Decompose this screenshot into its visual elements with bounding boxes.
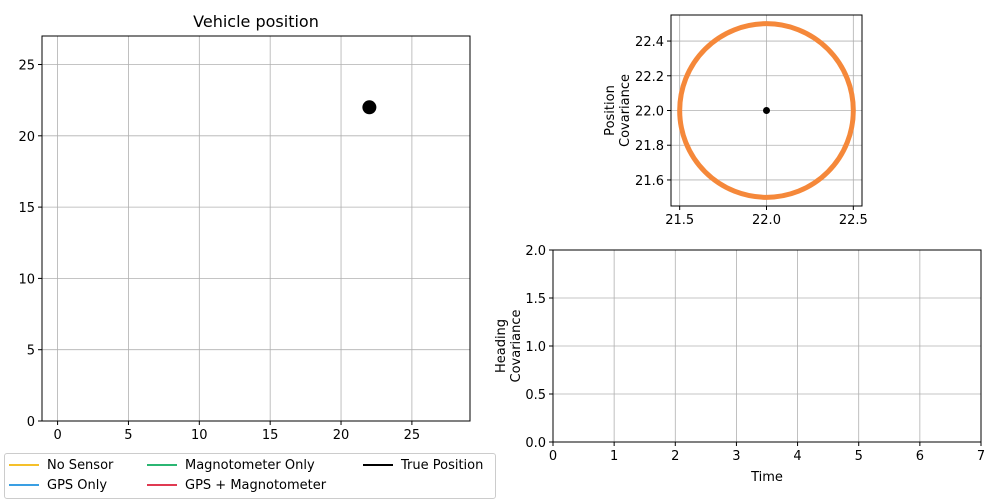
legend-label: GPS + Magnotometer (185, 477, 327, 493)
y-tick-label: 5 (27, 344, 35, 359)
x-tick-label: 5 (855, 449, 863, 464)
y-tick-label: 15 (18, 201, 35, 216)
x-tick-label: 2 (671, 449, 679, 464)
x-tick-label: 22.5 (839, 213, 868, 228)
x-tick-label: 10 (191, 428, 208, 443)
legend-swatch (147, 464, 177, 466)
legend-label: True Position (401, 457, 484, 473)
y-tick-label: 0.5 (525, 388, 546, 403)
axes-frame (41, 35, 471, 422)
covariance-center-point (763, 107, 770, 114)
legend-label: Magnotometer Only (185, 457, 315, 473)
legend-entry-gps-only: GPS Only (9, 476, 107, 494)
y-tick-label: 22.4 (635, 35, 664, 50)
y-tick-label: 21.6 (635, 174, 664, 189)
x-tick-label: 7 (977, 449, 985, 464)
x-tick-label: 20 (333, 428, 350, 443)
legend-swatch (9, 484, 39, 486)
y-axis-label-line: Covariance (618, 74, 633, 147)
y-tick-label: 2.0 (525, 244, 546, 259)
legend-swatch (363, 464, 393, 466)
legend-swatch (9, 464, 39, 466)
vehicle-position-point (362, 100, 377, 115)
y-axis-label: PositionCovariance (603, 74, 633, 147)
legend-label: No Sensor (47, 457, 114, 473)
y-tick-label: 1.5 (525, 292, 546, 307)
y-axis-label-line: Covariance (509, 310, 524, 383)
y-axis-label-line: Heading (494, 319, 509, 373)
position-covariance-axes: 21.5 22.0 22.5 21.6 21.8 22.0 22.2 22.4 Position… (603, 14, 868, 228)
covariance-ellipse (677, 21, 856, 200)
y-tick-label: 10 (18, 272, 35, 287)
axes-frame (552, 249, 982, 443)
x-tick-label: 6 (916, 449, 924, 464)
x-tick-label: 1 (610, 449, 618, 464)
x-tick-label: 0 (53, 428, 61, 443)
y-axis-label: HeadingCovariance (494, 310, 524, 383)
chart-title: Vehicle position (193, 12, 319, 31)
y-tick-label: 21.8 (635, 139, 664, 154)
y-tick-label: 25 (18, 59, 35, 74)
x-tick-label: 15 (262, 428, 279, 443)
legend: No Sensor GPS Only Magnotometer Only GPS… (4, 453, 496, 499)
y-axis-label-line: Position (603, 85, 618, 136)
legend-entry-magnotometer-only: Magnotometer Only (147, 456, 315, 474)
y-tick-label: 0 (27, 415, 35, 430)
y-tick-label: 20 (18, 130, 35, 145)
legend-entry-gps-magnotometer: GPS + Magnotometer (147, 476, 326, 494)
axes-frame (670, 14, 863, 207)
x-axis-label: Time (750, 470, 783, 485)
y-tick-label: 0.0 (525, 436, 546, 451)
x-tick-label: 0 (549, 449, 557, 464)
x-tick-label: 4 (793, 449, 801, 464)
legend-swatch (147, 484, 177, 486)
y-tick-label: 22.2 (635, 70, 664, 85)
x-tick-label: 5 (124, 428, 132, 443)
vehicle-position-axes: 0 5 10 15 20 25 0 5 10 15 20 25 Vehicle position (18, 12, 471, 443)
legend-entry-no-sensor: No Sensor (9, 456, 113, 474)
x-tick-label: 22.0 (752, 213, 781, 228)
heading-covariance-axes: 0 1 2 3 4 5 6 7 0.0 0.5 1.0 1.5 2.0 Time HeadingCovari… (494, 244, 985, 485)
legend-label: GPS Only (47, 477, 108, 493)
x-tick-label: 25 (404, 428, 421, 443)
x-tick-label: 21.5 (665, 213, 694, 228)
y-tick-label: 22.0 (635, 105, 664, 120)
legend-entry-true-position: True Position (363, 456, 483, 474)
x-tick-label: 3 (732, 449, 740, 464)
y-tick-label: 1.0 (525, 340, 546, 355)
